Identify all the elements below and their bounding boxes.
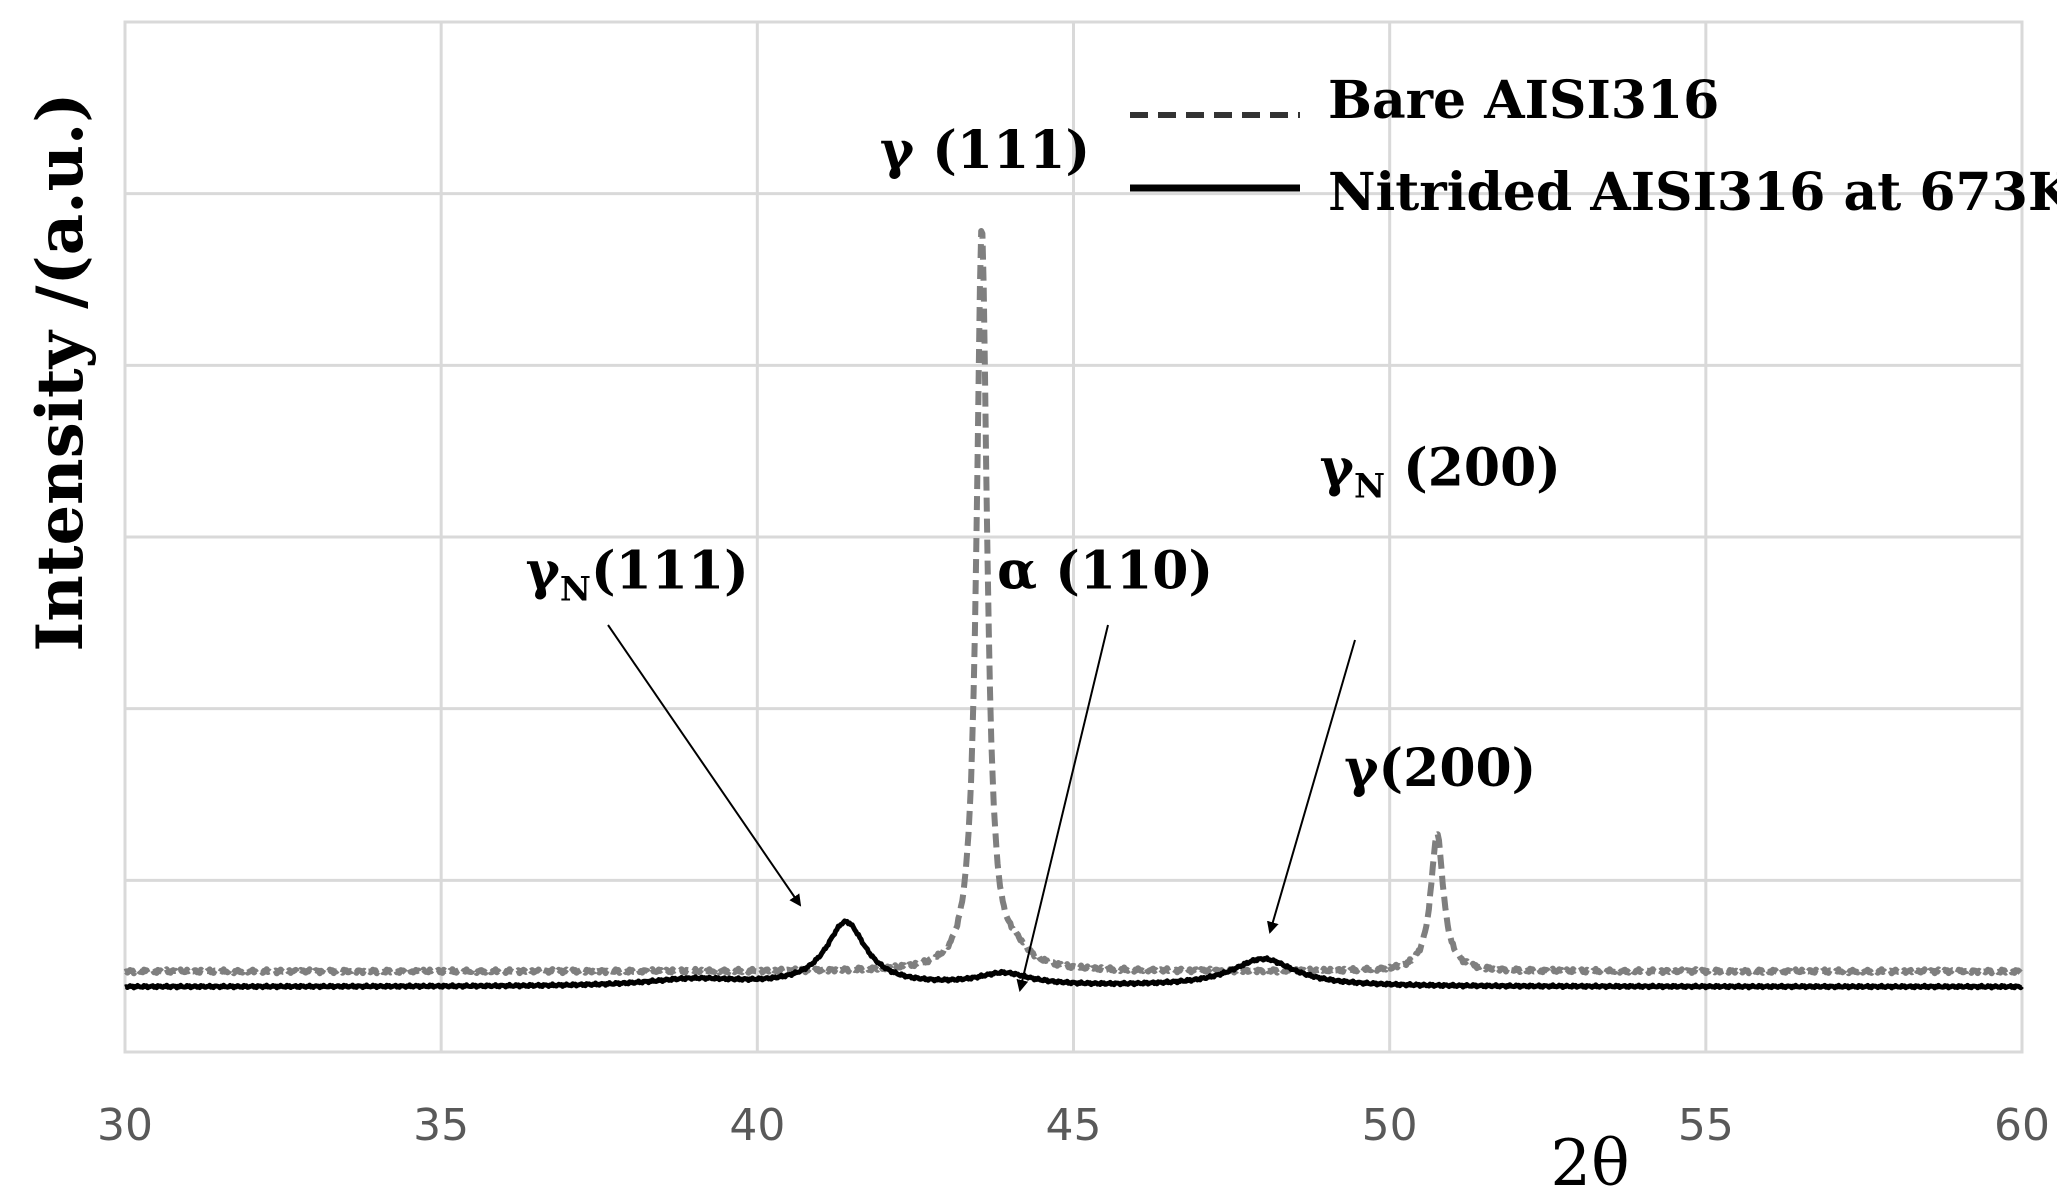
annotation-arrow — [1267, 639, 1356, 934]
peak-annotation: α (110) — [997, 541, 1213, 602]
legend: Bare AISI316 Nitrided AISI316 at 673K — [1130, 70, 2057, 223]
x-tick-label: 60 — [1994, 1100, 2050, 1151]
annotation-arrow — [607, 624, 802, 907]
x-tick-label: 35 — [413, 1100, 469, 1151]
series-nitrided-aisi316 — [123, 918, 2024, 991]
x-tick-label: 45 — [1046, 1100, 1102, 1151]
y-axis-label: Intensity /(a.u.) — [23, 92, 98, 651]
x-axis-label: 2θ — [1550, 1127, 1629, 1200]
x-tick-label: 40 — [729, 1100, 785, 1151]
peak-annotation: γN (200) — [1320, 438, 1561, 507]
x-tick-label: 30 — [97, 1100, 153, 1151]
peak-annotation: γN(111) — [526, 541, 749, 610]
annotation-arrows — [607, 624, 1356, 992]
series — [123, 228, 2025, 991]
x-tick-labels: 30 35 40 45 50 55 60 — [97, 1100, 2050, 1151]
legend-label-nitrided: Nitrided AISI316 at 673K — [1328, 162, 2057, 223]
x-tick-label: 55 — [1678, 1100, 1734, 1151]
legend-label-bare: Bare AISI316 — [1328, 70, 1719, 131]
peak-annotation: γ (111) — [880, 120, 1090, 181]
annotations: γ (111) γN(111) α (110) γN (200) γ(200) — [526, 120, 1561, 799]
peak-annotation: γ(200) — [1344, 738, 1536, 799]
series-bare-aisi316 — [123, 228, 2025, 977]
x-tick-label: 50 — [1362, 1100, 1418, 1151]
plot-frame — [123, 20, 2024, 1054]
annotation-arrow — [1016, 624, 1109, 992]
